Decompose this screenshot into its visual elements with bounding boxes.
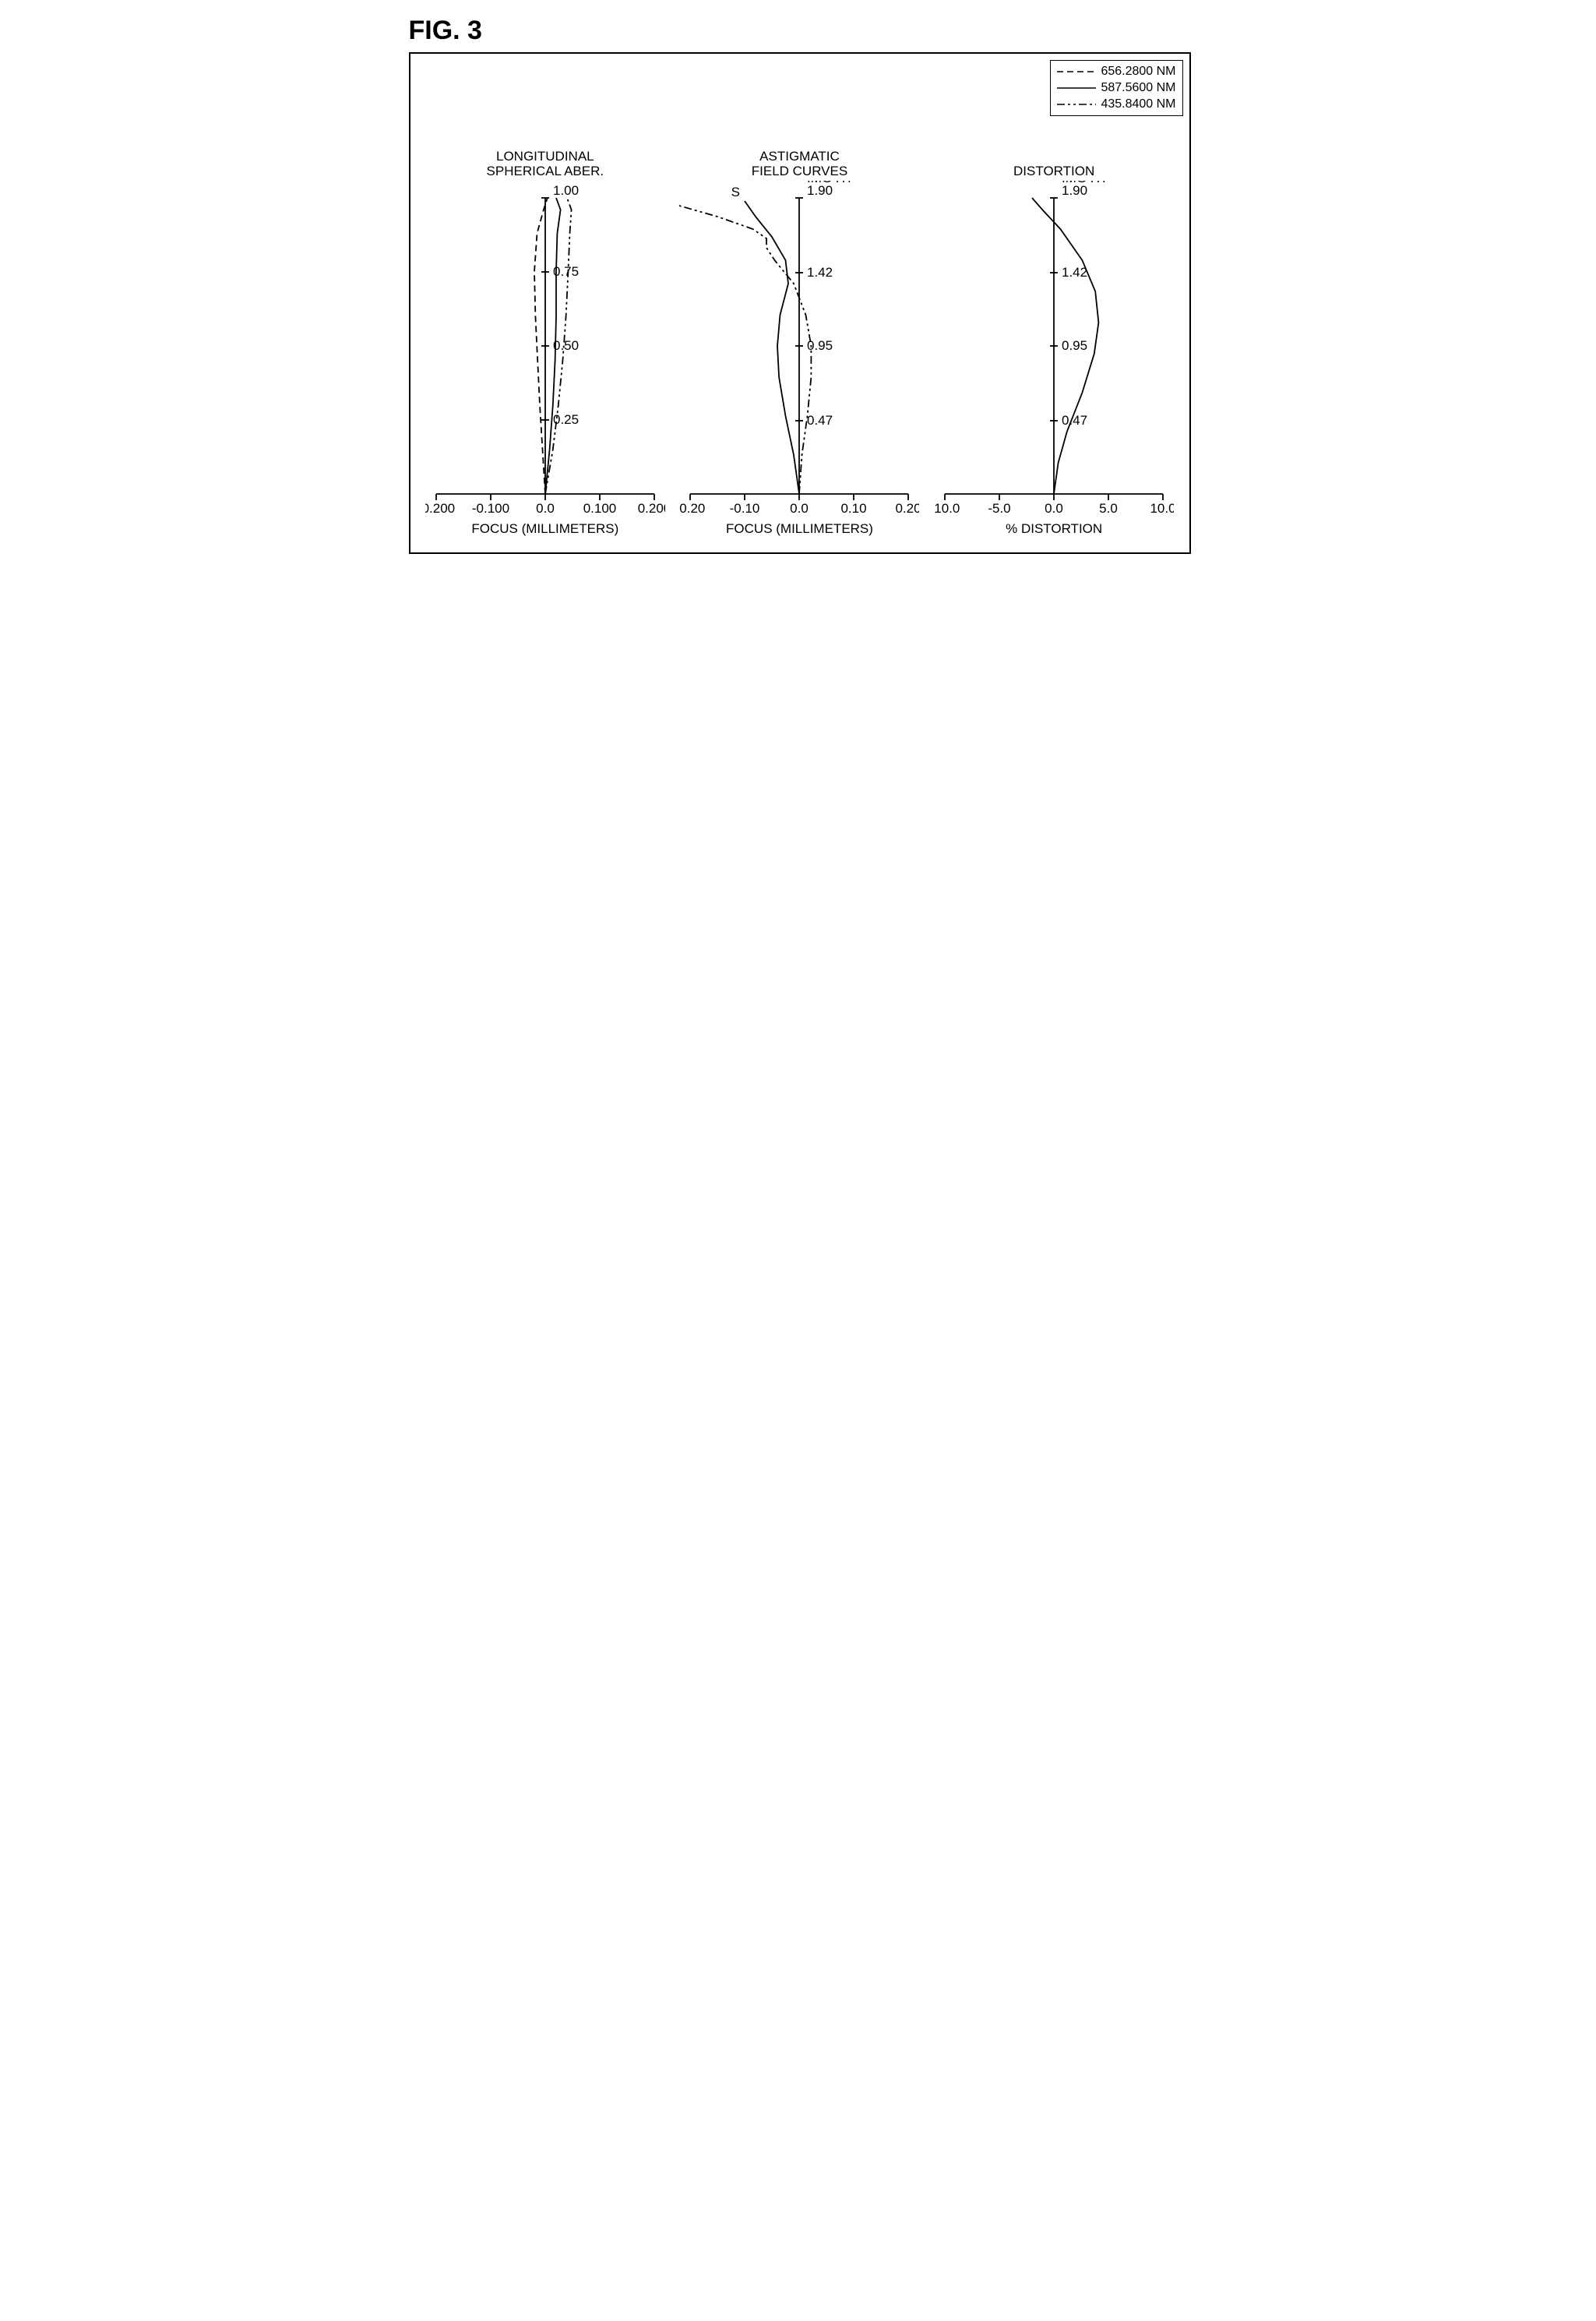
legend-item: 656.2800 NM xyxy=(1057,64,1175,80)
svg-text:0.0: 0.0 xyxy=(1045,501,1063,516)
chart1-title: LONGITUDINAL SPHERICAL ABER. xyxy=(425,149,665,179)
svg-text:0.20: 0.20 xyxy=(896,501,920,516)
chart2-xlabel: FOCUS (MILLIMETERS) xyxy=(679,521,919,537)
chart3-title: DISTORTION xyxy=(934,164,1174,179)
legend-label: 435.8400 NM xyxy=(1101,97,1175,113)
svg-text:0.10: 0.10 xyxy=(841,501,867,516)
legend-item: 587.5600 NM xyxy=(1057,80,1175,97)
svg-text:IMG HT: IMG HT xyxy=(807,181,854,185)
chart1-svg: -0.200-0.1000.00.1000.2000.250.500.751.0… xyxy=(425,181,665,516)
chart2-title: ASTIGMATIC FIELD CURVES xyxy=(679,149,919,179)
svg-text:0.200: 0.200 xyxy=(638,501,665,516)
figure-label: FIG. 3 xyxy=(409,16,1188,46)
legend-label: 587.5600 NM xyxy=(1101,80,1175,97)
svg-text:5.0: 5.0 xyxy=(1099,501,1118,516)
chart2-svg: -0.20-0.100.00.100.200.470.951.421.90IMG… xyxy=(679,181,919,516)
legend-label: 656.2800 NM xyxy=(1101,64,1175,80)
chart-distortion: DISTORTION -10.0 -5.0 0.0 5.0 10.0 0.47 0.95 1.… xyxy=(934,164,1174,537)
svg-text:1.42: 1.42 xyxy=(1062,265,1087,280)
chart1-xlabel: FOCUS (MILLIMETERS) xyxy=(425,521,665,537)
svg-text:-0.20: -0.20 xyxy=(679,501,705,516)
svg-text:-0.200: -0.200 xyxy=(425,501,455,516)
chart-longitudinal-spherical-aberration: LONGITUDINAL SPHERICAL ABER. -0.200 -0.10… xyxy=(425,149,665,537)
svg-text:10.0: 10.0 xyxy=(1150,501,1175,516)
svg-text:0.95: 0.95 xyxy=(1062,338,1087,353)
svg-text:IMG HT: IMG HT xyxy=(1062,181,1108,185)
svg-text:-0.10: -0.10 xyxy=(730,501,760,516)
figure-frame: 656.2800 NM587.5600 NM435.8400 NM LONGIT… xyxy=(409,52,1191,554)
svg-text:-5.0: -5.0 xyxy=(988,501,1010,516)
chart3-svg: -10.0-5.00.05.010.00.470.951.421.90IMG H… xyxy=(934,181,1174,516)
svg-text:0.100: 0.100 xyxy=(583,501,617,516)
svg-text:0.25: 0.25 xyxy=(553,412,579,427)
svg-text:0.0: 0.0 xyxy=(536,501,555,516)
chart3-xlabel: % DISTORTION xyxy=(934,521,1174,537)
svg-text:-0.100: -0.100 xyxy=(472,501,509,516)
legend-box: 656.2800 NM587.5600 NM435.8400 NM xyxy=(1050,60,1182,116)
svg-text:-10.0: -10.0 xyxy=(934,501,960,516)
svg-text:1.42: 1.42 xyxy=(807,265,833,280)
svg-text:0.0: 0.0 xyxy=(791,501,809,516)
svg-text:1.00: 1.00 xyxy=(553,183,579,198)
svg-text:0.47: 0.47 xyxy=(807,413,833,428)
svg-text:0.50: 0.50 xyxy=(553,338,579,353)
chart-astigmatic-field-curves: ASTIGMATIC FIELD CURVES -0.20 -0.10 0.0 0.1… xyxy=(679,149,919,537)
svg-text:S: S xyxy=(731,185,740,199)
legend-item: 435.8400 NM xyxy=(1057,97,1175,113)
svg-text:0.47: 0.47 xyxy=(1062,413,1087,428)
